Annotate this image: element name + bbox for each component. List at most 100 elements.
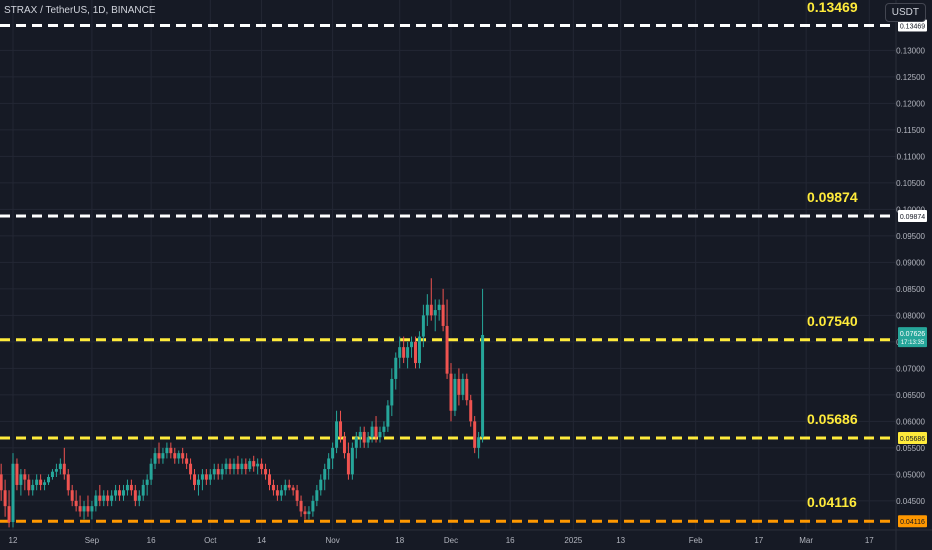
candle-body: [62, 463, 66, 475]
level-label: 0.04116: [807, 494, 857, 511]
candle-body: [291, 487, 295, 491]
price-tags: 0.134690.098740.075400.056860.041160.076…: [898, 19, 927, 528]
candle-body: [398, 347, 402, 358]
x-tick-label: 17: [754, 536, 763, 545]
candle-body: [346, 453, 350, 475]
candle-body: [469, 400, 473, 422]
candle-body: [473, 421, 477, 448]
candle-body: [271, 484, 275, 491]
time-axis[interactable]: 12 Sep 16 Oct 14 Nov 18 Dec 16 2025 13 Feb 17 Mar 17: [0, 529, 932, 545]
candle-body: [212, 469, 216, 475]
candle-body: [366, 437, 370, 443]
candle-body: [236, 463, 240, 470]
candle-body: [66, 474, 70, 491]
candle-body: [86, 506, 90, 512]
candle-body: [425, 304, 429, 316]
level-label: 0.05686: [807, 410, 858, 427]
y-tick-label: 0.08500: [896, 285, 925, 294]
candle-body: [445, 325, 449, 374]
candle-body: [145, 479, 149, 485]
candle-body: [185, 458, 189, 464]
candle-body: [157, 453, 161, 459]
candle-body: [153, 453, 157, 464]
candle-body: [264, 469, 268, 475]
candle-body: [220, 469, 224, 475]
candle-body: [106, 495, 110, 501]
candle-body: [169, 447, 173, 454]
candle-body: [177, 453, 181, 459]
candle-body: [370, 426, 374, 438]
candle-body: [267, 474, 271, 485]
y-tick-label: 0.12000: [896, 99, 925, 108]
candle-body: [161, 453, 165, 459]
y-tick-label: 0.05500: [896, 444, 925, 453]
candle-body: [417, 336, 421, 364]
candle-body: [477, 437, 481, 448]
candle-body: [374, 426, 378, 438]
candle-body: [74, 500, 78, 507]
level-price-tag: 0.13469: [900, 23, 925, 30]
candle-body: [461, 378, 465, 395]
candle-body: [244, 463, 248, 470]
candle-body: [327, 458, 331, 470]
y-tick-label: 0.07000: [896, 364, 925, 373]
x-tick-label: 17: [865, 536, 874, 545]
x-tick-label: 12: [9, 536, 18, 545]
candle-body: [307, 511, 311, 515]
y-tick-label: 0.05000: [896, 470, 925, 479]
candle-body: [58, 463, 62, 470]
candle-body: [165, 447, 169, 454]
candle-body: [125, 484, 129, 491]
candle-body: [23, 474, 27, 480]
candle-body: [339, 421, 343, 438]
candle-body: [50, 471, 54, 477]
candle-body: [354, 437, 358, 448]
x-tick-label: 13: [616, 536, 625, 545]
x-tick-label: Oct: [204, 536, 217, 545]
y-tick-label: 0.11500: [897, 126, 926, 135]
x-tick-label: 2025: [564, 536, 582, 545]
candle-body: [133, 490, 137, 501]
candle-body: [335, 421, 339, 448]
y-tick-label: 0.11000: [897, 152, 926, 161]
candle-body: [47, 477, 51, 483]
candle-body: [303, 511, 307, 515]
candle-body: [394, 357, 398, 379]
candle-body: [279, 490, 283, 496]
candle-body: [181, 453, 185, 459]
candle-body: [437, 304, 441, 311]
current-price-tag: 0.07626: [900, 331, 925, 338]
currency-button[interactable]: USDT: [884, 3, 926, 22]
level-price-tag-bg: [898, 210, 927, 223]
candle-body: [208, 474, 212, 480]
candle-body: [323, 469, 327, 480]
candle-body: [78, 506, 82, 512]
candle-body: [465, 378, 469, 401]
candle-body: [173, 453, 177, 459]
candle-body: [196, 479, 200, 485]
candle-body: [295, 490, 299, 501]
candle-body: [441, 304, 445, 326]
candle-body: [319, 479, 323, 491]
candle-body: [287, 484, 291, 488]
symbol-title: STRAX / TetherUS, 1D, BINANCE: [4, 5, 156, 16]
candle-body: [39, 479, 43, 485]
candle-body: [216, 469, 220, 475]
candle-body: [43, 482, 47, 485]
level-price-tag: 0.09874: [900, 214, 925, 221]
price-axis[interactable]: 0.13000 0.12500 0.12000 0.11500 0.11000 0.105…: [895, 0, 926, 550]
candle-body: [3, 490, 7, 507]
candle-body: [98, 495, 102, 501]
y-tick-label: 0.13000: [896, 46, 925, 55]
candle-body: [90, 506, 94, 512]
candle-body: [200, 474, 204, 480]
candle-body: [94, 495, 98, 507]
candle-body: [137, 495, 141, 501]
candle-body: [114, 490, 118, 496]
candle-body: [224, 463, 228, 470]
candle-body: [413, 341, 417, 364]
candle-body: [260, 463, 264, 470]
candle-body: [390, 378, 394, 406]
candle-body: [35, 479, 39, 485]
